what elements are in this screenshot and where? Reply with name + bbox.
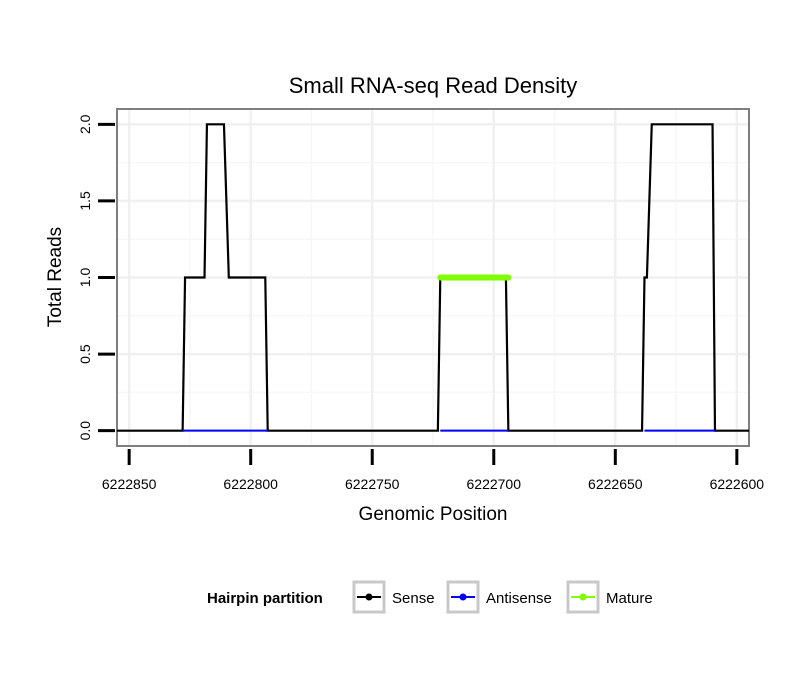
y-tick-label: 2.0 (77, 114, 93, 134)
series-line-sense (117, 123, 749, 432)
legend-key-dot-sense (365, 593, 373, 601)
x-tick-label: 6222700 (467, 476, 522, 492)
legend-title: Hairpin partition (207, 590, 323, 607)
legend-key-dot-mature (579, 593, 587, 601)
legend: Hairpin partition Sense Antisense Mature (207, 580, 653, 614)
legend-label-mature: Mature (606, 590, 653, 607)
y-tick-label: 1.5 (77, 191, 93, 211)
x-tick-label: 6222750 (345, 476, 400, 492)
legend-item-sense: Sense (352, 580, 435, 614)
y-tick-label: 0.0 (77, 421, 93, 441)
y-tick-label: 0.5 (77, 344, 93, 364)
legend-item-mature: Mature (566, 580, 653, 614)
x-tick-label: 6222600 (710, 476, 765, 492)
x-tick-label: 6222800 (223, 476, 278, 492)
data-series (117, 123, 749, 432)
legend-label-antisense: Antisense (486, 590, 552, 607)
legend-key-dot-antisense (459, 593, 467, 601)
y-tick-label: 1.0 (77, 268, 93, 288)
legend-label-sense: Sense (392, 590, 435, 607)
y-axis-title: Total Reads (45, 227, 66, 327)
chart-title: Small RNA-seq Read Density (289, 73, 578, 98)
axes: 6222850 6222800 6222750 6222700 6222650 62226… (77, 114, 764, 492)
x-axis-title: Genomic Position (359, 504, 508, 525)
legend-item-antisense: Antisense (446, 580, 552, 614)
x-tick-label: 6222850 (102, 476, 157, 492)
x-tick-label: 6222650 (588, 476, 643, 492)
